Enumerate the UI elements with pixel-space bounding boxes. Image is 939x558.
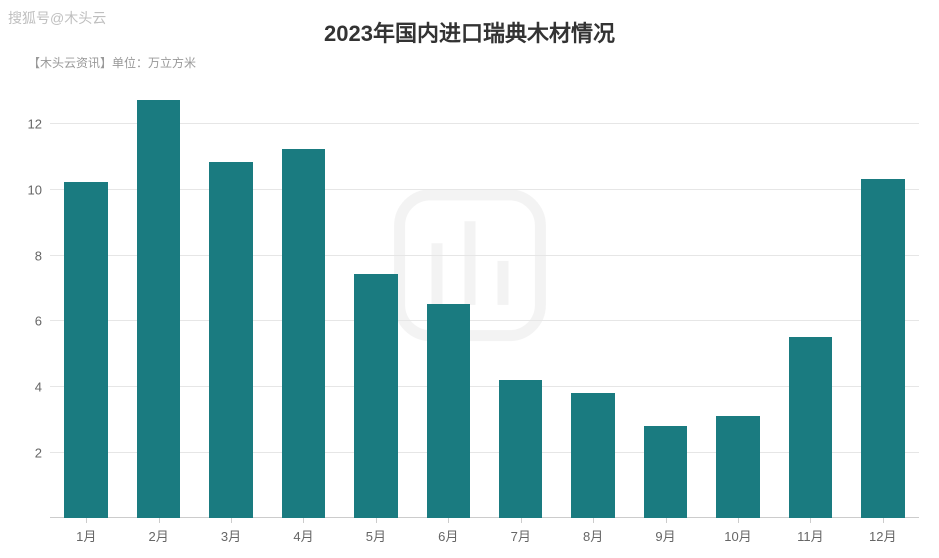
x-tick-label: 7月 — [511, 518, 531, 545]
y-tick-label: 12 — [10, 116, 50, 131]
bar — [861, 179, 904, 518]
x-tick-label: 11月 — [797, 518, 824, 545]
watermark-top-left: 搜狐号@木头云 — [8, 8, 106, 28]
x-tick-label: 5月 — [366, 518, 386, 545]
y-tick-label: 6 — [10, 314, 50, 329]
y-tick-label: 8 — [10, 248, 50, 263]
bar — [282, 149, 325, 518]
x-tick-label: 12月 — [869, 518, 896, 545]
x-tick-label: 3月 — [221, 518, 241, 545]
x-tick-label: 10月 — [724, 518, 751, 545]
x-tick-label: 6月 — [438, 518, 458, 545]
x-tick-label: 9月 — [655, 518, 675, 545]
bar — [427, 304, 470, 518]
chart-subtitle: 【木头云资讯】单位：万立方米 — [0, 54, 939, 81]
bar — [354, 274, 397, 518]
y-tick-label: 4 — [10, 380, 50, 395]
x-tick-label: 1月 — [76, 518, 96, 545]
y-tick-label: 10 — [10, 182, 50, 197]
bar — [644, 426, 687, 518]
bar — [571, 393, 614, 518]
bar — [716, 416, 759, 518]
bar — [789, 337, 832, 518]
chart-plot-area: 024681012 1月2月3月4月5月6月7月8月9月10月11月12月 — [50, 90, 919, 518]
bar — [499, 380, 542, 518]
x-tick-label: 4月 — [293, 518, 313, 545]
y-tick-label: 2 — [10, 446, 50, 461]
x-tick-label: 2月 — [149, 518, 169, 545]
x-tick-label: 8月 — [583, 518, 603, 545]
chart-title: 2023年国内进口瑞典木材情况 — [0, 0, 939, 54]
bar — [64, 182, 107, 518]
bars-group — [50, 90, 919, 518]
bar — [137, 100, 180, 518]
bar — [209, 162, 252, 518]
